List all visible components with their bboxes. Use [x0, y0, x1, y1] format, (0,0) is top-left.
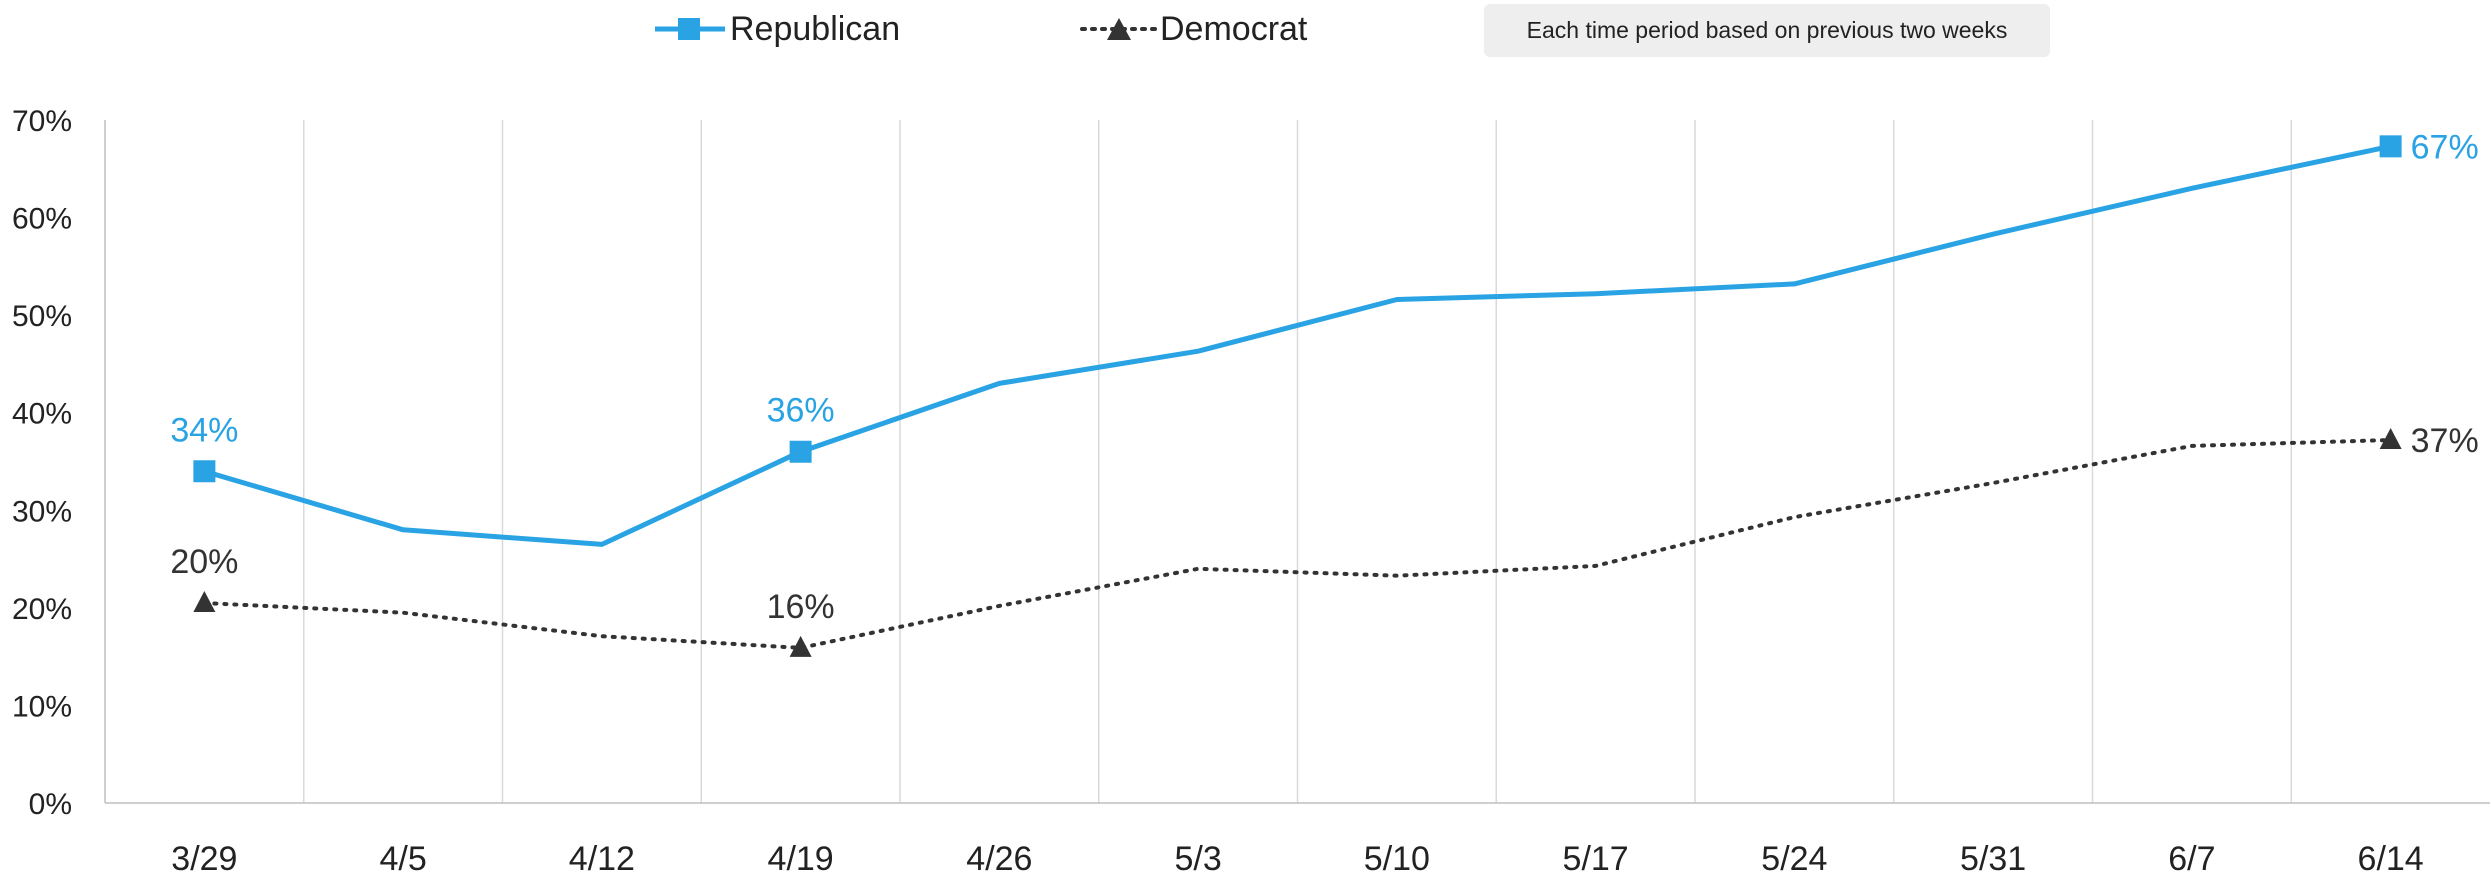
axes — [104, 120, 2490, 804]
y-tick-label: 30% — [12, 495, 72, 528]
y-tick-label: 20% — [12, 593, 72, 626]
data-label-republican: 67% — [2411, 128, 2479, 166]
gridlines — [303, 120, 2292, 803]
y-tick-label: 0% — [29, 788, 72, 821]
x-tick-label: 4/12 — [569, 840, 635, 873]
data-point-democrat — [193, 590, 216, 612]
legend: Republican Democrat — [655, 10, 1308, 48]
series-line-democrat — [202, 438, 2393, 650]
data-point-democrat — [789, 635, 812, 657]
data-label-democrat: 37% — [2411, 422, 2479, 460]
x-tick-label: 5/31 — [1960, 840, 2026, 873]
data-label-republican: 34% — [170, 411, 238, 449]
x-tick-label: 6/14 — [2358, 840, 2424, 873]
note-text: Each time period based on previous two w… — [1526, 17, 2008, 43]
legend-democrat-marker — [1107, 18, 1131, 40]
note-box: Each time period based on previous two w… — [1484, 4, 2050, 57]
data-point-republican — [789, 440, 812, 463]
x-tick-label: 5/17 — [1563, 840, 1629, 873]
series-line-republican — [201, 143, 2394, 547]
legend-democrat-label: Democrat — [1160, 10, 1308, 48]
x-tick-label: 4/19 — [768, 840, 834, 873]
x-tick-label: 5/3 — [1174, 840, 1221, 873]
x-axis-tick-labels: 3/29 4/5 4/12 4/19 4/26 5/3 5/10 5/17 5/24 5/31 6/… — [171, 840, 2423, 873]
x-tick-label: 4/26 — [966, 840, 1032, 873]
legend-item-democrat: Democrat — [1080, 10, 1308, 48]
y-tick-label: 50% — [12, 300, 72, 333]
data-label-democrat: 16% — [767, 588, 835, 626]
data-point-republican — [193, 460, 216, 483]
y-tick-label: 40% — [12, 398, 72, 431]
data-label-democrat: 20% — [170, 543, 238, 581]
data-point-democrat — [2379, 428, 2402, 450]
data-label-republican: 36% — [767, 392, 835, 430]
legend-republican-marker — [678, 18, 700, 40]
legend-republican-label: Republican — [730, 10, 900, 48]
x-tick-label: 6/7 — [2168, 840, 2215, 873]
y-tick-label: 10% — [12, 690, 72, 723]
legend-item-republican: Republican — [655, 10, 900, 48]
data-labels: 34% 36% 67% 20% 16% 37% — [170, 128, 2478, 626]
data-point-republican — [2379, 135, 2402, 158]
x-tick-label: 4/5 — [379, 840, 426, 873]
x-tick-label: 5/24 — [1761, 840, 1827, 873]
x-tick-label: 5/10 — [1364, 840, 1430, 873]
series — [193, 135, 2402, 657]
y-tick-label: 70% — [12, 105, 72, 138]
y-tick-label: 60% — [12, 203, 72, 236]
y-axis-tick-labels: 0% 10% 20% 30% 40% 50% 60% 70% — [12, 105, 72, 821]
x-tick-label: 3/29 — [171, 840, 237, 873]
